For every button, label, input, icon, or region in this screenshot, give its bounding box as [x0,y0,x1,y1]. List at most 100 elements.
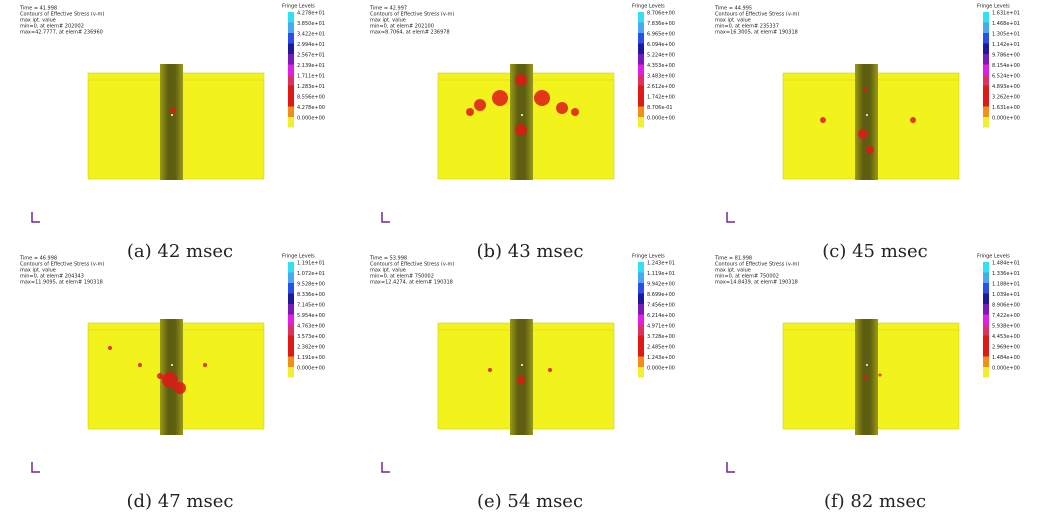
fringe-title: Fringe Levels [632,254,665,260]
stress-spot [492,90,508,106]
fringe-swatch [288,106,294,117]
fringe-swatch [288,117,294,128]
header-line: max ipt. value [20,268,56,274]
node [521,114,523,116]
fringe-swatch [983,64,989,75]
stress-spot [866,146,874,154]
caption: (a) 42 msec [127,241,233,262]
fringe-label: 1.742e+00 [647,95,675,101]
fringe-label: 9.786e+00 [992,53,1020,59]
fringe-title: Fringe Levels [977,4,1010,10]
fringe-swatch [983,304,989,315]
fringe-swatch [983,283,989,294]
fringe-title: Fringe Levels [282,4,315,10]
stress-spot [157,373,163,379]
axis-icon [381,212,390,223]
stress-spot [571,108,579,116]
fringe-swatch [983,356,989,367]
fringe-swatch [638,33,644,44]
header-line: min=0, at elem# 235337 [715,24,779,30]
fringe-label: 8.336e+00 [297,292,325,298]
header-line: Contours of Effective Stress (v-m) [370,12,454,18]
fringe-swatch [638,43,644,54]
header-line: max=12.4274, at elem# 190318 [370,280,453,286]
axis-icon [31,212,40,223]
fringe-label: 6.524e+00 [992,74,1020,80]
fringe-label: 3.262e+00 [992,95,1020,101]
fringe-swatch [638,64,644,75]
fringe-label: 6.214e+00 [647,313,675,319]
fringe-swatch [288,64,294,75]
fringe-label: 8.556e+00 [297,95,325,101]
fringe-label: 1.142e+01 [992,42,1020,48]
fringe-swatch [288,335,294,346]
header-line: max=42.7777, at elem# 236960 [20,30,103,36]
fringe-label: 6.965e+00 [647,32,675,38]
fringe-swatch [288,314,294,325]
fringe-label: 1.191e+01 [297,261,325,267]
header-line: max ipt. value [370,268,406,274]
header-line: Time = 41.998 [19,6,57,12]
fringe-swatch [983,314,989,325]
fringe-swatch [983,346,989,357]
fringe-swatch [983,85,989,96]
fringe-swatch [288,293,294,304]
header-line: Time = 53.998 [369,256,407,262]
fringe-label: 4.353e+00 [647,63,675,69]
fringe-swatch [983,96,989,107]
fringe-swatch [983,335,989,346]
column [160,64,183,180]
axis-icon [726,212,735,223]
stress-spot [515,74,527,86]
fringe-swatch [638,335,644,346]
fringe-label: 4.453e+00 [992,334,1020,340]
header-line: min=0, at elem# 202002 [20,24,84,30]
fringe-label: 8.699e+00 [647,292,675,298]
stress-spot [864,376,868,380]
header-line: max ipt. value [715,268,751,274]
fringe-swatch [638,346,644,357]
fringe-label: 0.000e+00 [297,116,325,122]
fringe-title: Fringe Levels [977,254,1010,260]
fringe-label: 4.278e+00 [297,105,325,111]
stress-spot [488,368,492,372]
fringe-label: 2.485e+00 [647,345,675,351]
fringe-swatch [288,54,294,65]
fringe-swatch [983,12,989,23]
stress-spot [548,368,552,372]
fringe-label: 1.243e+00 [647,355,675,361]
axis-icon [31,462,40,473]
fringe-label: 0.000e+00 [647,366,675,372]
fringe-label: 1.243e+01 [647,261,675,267]
fringe-swatch [638,304,644,315]
header-line: min=0, at elem# 202100 [370,24,434,30]
header-line: Contours of Effective Stress (v-m) [715,262,799,268]
fringe-label: 3.728e+00 [647,334,675,340]
header-line: min=0, at elem# 750002 [715,274,779,280]
fringe-swatch [288,75,294,86]
fringe-label: 8.706e-01 [647,105,673,111]
fringe-swatch [638,85,644,96]
fringe-label: 1.072e+01 [297,271,325,277]
fringe-label: 1.283e+01 [297,84,325,90]
fringe-label: 1.631e+01 [992,11,1020,17]
fringe-swatch [288,325,294,336]
fringe-label: 1.631e+00 [992,105,1020,111]
fringe-swatch [638,117,644,128]
fringe-label: 1.191e+00 [297,355,325,361]
fringe-swatch [288,283,294,294]
header-line: Contours of Effective Stress (v-m) [370,262,454,268]
fringe-swatch [638,106,644,117]
fringe-title: Fringe Levels [632,4,665,10]
caption: (e) 54 msec [477,491,583,512]
fringe-swatch [288,262,294,273]
fringe-label: 4.971e+00 [647,324,675,330]
header-line: Contours of Effective Stress (v-m) [20,262,104,268]
fringe-label: 9.528e+00 [297,282,325,288]
stress-spot [878,373,882,377]
fringe-swatch [983,43,989,54]
fringe-label: 4.763e+00 [297,324,325,330]
fringe-swatch [638,283,644,294]
fringe-swatch [983,33,989,44]
